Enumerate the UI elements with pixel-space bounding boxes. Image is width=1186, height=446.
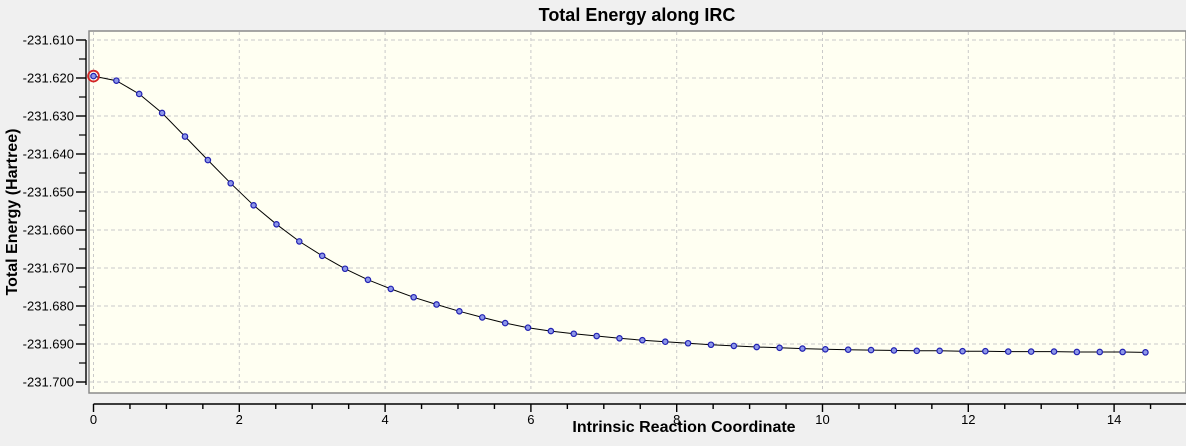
data-point[interactable] xyxy=(661,338,669,346)
x-tick-label: 10 xyxy=(815,412,829,427)
data-point[interactable] xyxy=(730,342,738,350)
data-point[interactable] xyxy=(158,109,166,117)
selected-point-ring[interactable] xyxy=(87,69,100,83)
data-point[interactable] xyxy=(113,77,120,84)
x-tick-label: 8 xyxy=(673,412,680,427)
data-point[interactable] xyxy=(1073,348,1081,356)
data-point[interactable] xyxy=(387,285,395,293)
data-point[interactable] xyxy=(753,343,760,351)
data-point[interactable] xyxy=(1119,348,1126,356)
x-tick-label: 0 xyxy=(90,412,97,427)
data-point[interactable] xyxy=(570,330,578,338)
data-point[interactable] xyxy=(913,347,921,355)
data-point[interactable] xyxy=(295,238,303,245)
data-point[interactable] xyxy=(90,72,97,80)
chart-title: Total Energy along IRC xyxy=(538,5,736,25)
x-tick-label: 6 xyxy=(527,412,534,427)
y-tick-label: -231.680 xyxy=(23,299,74,314)
data-point[interactable] xyxy=(410,293,417,301)
y-tick-label: -231.650 xyxy=(23,185,74,200)
y-tick-label: -231.620 xyxy=(23,71,74,86)
y-tick-label: -231.610 xyxy=(23,33,74,48)
x-tick-label: 2 xyxy=(236,412,243,427)
data-point[interactable] xyxy=(616,334,623,342)
data-point[interactable] xyxy=(890,347,898,354)
data-point[interactable] xyxy=(250,202,257,209)
data-point[interactable] xyxy=(1004,348,1012,355)
data-point[interactable] xyxy=(501,319,509,327)
data-point[interactable] xyxy=(982,347,989,355)
data-point[interactable] xyxy=(364,276,372,284)
data-point[interactable] xyxy=(204,156,212,164)
y-tick-label: -231.630 xyxy=(23,109,74,124)
data-point[interactable] xyxy=(524,324,532,331)
data-point[interactable] xyxy=(593,332,600,340)
data-point[interactable] xyxy=(1050,348,1058,355)
y-tick-label: -231.640 xyxy=(23,147,74,162)
data-point[interactable] xyxy=(478,314,486,321)
plot-area[interactable] xyxy=(88,30,1186,394)
x-tick-label: 12 xyxy=(961,412,975,427)
x-tick-label: 4 xyxy=(381,412,388,427)
data-point[interactable] xyxy=(707,341,715,349)
data-point[interactable] xyxy=(341,265,349,273)
data-point[interactable] xyxy=(959,347,966,355)
data-point[interactable] xyxy=(1142,349,1149,356)
y-tick-label: -231.670 xyxy=(23,261,74,276)
data-point[interactable] xyxy=(135,90,143,98)
data-point[interactable] xyxy=(547,327,555,335)
data-point[interactable] xyxy=(799,345,806,352)
data-point[interactable] xyxy=(227,179,234,187)
data-point[interactable] xyxy=(273,221,280,228)
data-point[interactable] xyxy=(684,339,692,347)
data-point[interactable] xyxy=(639,336,646,344)
y-tick-label: -231.700 xyxy=(23,375,74,390)
data-point[interactable] xyxy=(433,301,440,308)
data-point[interactable] xyxy=(456,308,463,315)
data-point[interactable] xyxy=(822,346,829,353)
data-point[interactable] xyxy=(776,344,783,352)
y-tick-label: -231.660 xyxy=(23,223,74,238)
y-tick-label: -231.690 xyxy=(23,337,74,352)
x-axis-title: Intrinsic Reaction Coordinate xyxy=(572,419,796,436)
data-point[interactable] xyxy=(1027,348,1035,355)
data-point[interactable] xyxy=(318,252,326,260)
x-tick-label: 14 xyxy=(1107,412,1121,427)
data-point[interactable] xyxy=(936,347,943,355)
data-point[interactable] xyxy=(1096,348,1104,356)
data-point[interactable] xyxy=(867,346,875,354)
data-point[interactable] xyxy=(844,346,852,354)
data-point[interactable] xyxy=(181,133,189,140)
